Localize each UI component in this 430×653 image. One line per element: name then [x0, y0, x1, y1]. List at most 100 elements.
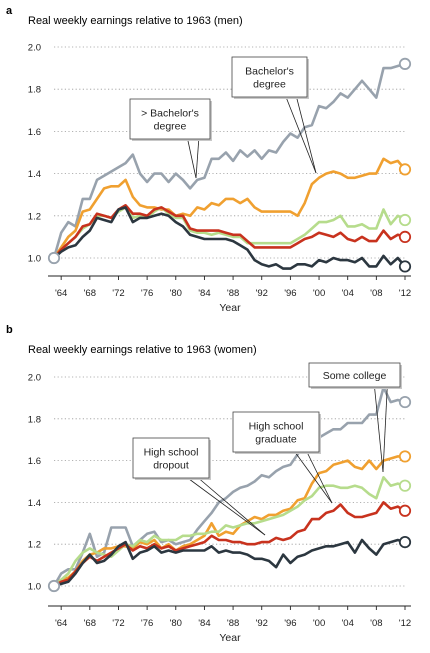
callout-label: degree	[154, 121, 187, 133]
y-tick-label: 1.2	[28, 211, 41, 222]
x-tick-label: '96	[284, 288, 296, 299]
series-end-marker	[398, 57, 412, 70]
x-tick-label: '80	[170, 288, 182, 299]
x-tick-label: '76	[141, 618, 153, 629]
x-tick-label: '08	[370, 288, 382, 299]
callout-label: Some college	[323, 370, 387, 382]
callout-label: dropout	[153, 460, 189, 472]
callout-label: High school	[249, 421, 304, 433]
callout-box	[231, 56, 308, 98]
y-tick-label: 2.0	[28, 43, 41, 54]
callout-leader-line	[187, 477, 266, 536]
callout-label: graduate	[255, 434, 297, 446]
callout-label: High school	[144, 447, 199, 459]
series-end-marker	[398, 450, 412, 463]
series-end-marker	[398, 230, 412, 243]
x-tick-label: '12	[399, 618, 411, 629]
panel-a-series	[47, 57, 412, 273]
callout-leader-line	[382, 386, 388, 473]
x-tick-label: '76	[141, 288, 153, 299]
panel-b-title: Real weekly earnings relative to 1963 (w…	[28, 344, 257, 356]
series-start-marker	[47, 579, 61, 593]
callout-leader-line	[374, 386, 384, 473]
callout-label: Bachelor's	[245, 66, 294, 78]
callout-leader-line	[187, 138, 197, 179]
x-tick-label: '64	[55, 288, 67, 299]
x-tick-label: '00	[313, 288, 325, 299]
x-tick-label: '04	[341, 288, 353, 299]
series-end-marker	[398, 163, 412, 176]
series-line	[52, 62, 407, 260]
series-end-marker	[398, 213, 412, 227]
callout-leader-line	[296, 96, 317, 174]
x-tick-label: '64	[55, 618, 67, 629]
x-tick-label: '92	[256, 618, 268, 629]
y-tick-label: 1.6	[28, 456, 41, 467]
x-tick-label: '68	[84, 288, 96, 299]
series-line	[52, 475, 407, 588]
y-tick-label: 1.2	[28, 540, 41, 551]
x-tick-label: '68	[84, 618, 96, 629]
x-tick-label: '92	[256, 288, 268, 299]
x-tick-label: '72	[112, 618, 124, 629]
panel-a-x-axis: '64 '68 '72 '76 '80 '84 '88 '92 '96 '00 '04 '08 '12	[48, 275, 411, 299]
series-line	[52, 204, 407, 260]
x-tick-label: '80	[170, 618, 182, 629]
callout-label: > Bachelor's	[141, 108, 199, 120]
series-end-marker	[398, 260, 412, 273]
y-tick-label: 1.0	[28, 582, 41, 593]
callout: Some college	[308, 362, 402, 473]
y-tick-label: 1.8	[28, 85, 41, 96]
panel-b-x-axis-label: Year	[219, 632, 241, 644]
callout-leader-line	[195, 138, 200, 179]
x-tick-label: '96	[284, 618, 296, 629]
y-tick-label: 1.4	[28, 169, 41, 180]
series-end-marker	[398, 504, 412, 517]
x-tick-label: '72	[112, 288, 124, 299]
panel-a-title: Real weekly earnings relative to 1963 (m…	[28, 15, 243, 27]
x-tick-label: '84	[198, 288, 210, 299]
series-start-marker	[47, 251, 61, 265]
y-tick-label: 1.8	[28, 414, 41, 425]
callout-box	[129, 98, 211, 140]
x-tick-label: '12	[399, 288, 411, 299]
callout-leader-line	[285, 96, 317, 174]
panel-b-series	[47, 386, 412, 593]
series-end-marker	[398, 479, 412, 492]
panel-a-letter: a	[6, 5, 13, 17]
series-line	[52, 157, 407, 260]
callout-box	[308, 362, 401, 388]
x-tick-label: '08	[370, 618, 382, 629]
panel-a-y-ticks: 1.0 1.2 1.4 1.6 1.8 2.0	[28, 43, 41, 265]
series-line	[52, 206, 407, 270]
x-tick-label: '04	[341, 618, 353, 629]
y-tick-label: 1.6	[28, 127, 41, 138]
x-tick-label: '88	[227, 618, 239, 629]
series-end-marker	[398, 395, 412, 409]
series-line	[52, 455, 407, 588]
panel-a-x-axis-label: Year	[219, 302, 241, 314]
panel-b: b Real weekly earnings relative to 1963 …	[6, 324, 411, 644]
x-tick-label: '88	[227, 288, 239, 299]
callout-leader-line	[294, 451, 333, 504]
x-tick-label: '84	[198, 618, 210, 629]
y-tick-label: 1.4	[28, 498, 41, 509]
y-tick-label: 1.0	[28, 254, 41, 265]
panel-b-x-axis: '64 '68 '72 '76 '80 '84 '88 '92 '96 '00 '04 '08 '12	[48, 605, 411, 629]
series-line	[52, 538, 407, 588]
panel-a: a Real weekly earnings relative to 1963 …	[6, 5, 411, 314]
series-end-marker	[398, 536, 412, 549]
series-line	[52, 386, 407, 588]
y-tick-label: 2.0	[28, 373, 41, 384]
x-tick-label: '00	[313, 618, 325, 629]
callout-box	[132, 437, 210, 479]
callout-box	[232, 411, 320, 453]
callout-label: degree	[253, 79, 286, 91]
